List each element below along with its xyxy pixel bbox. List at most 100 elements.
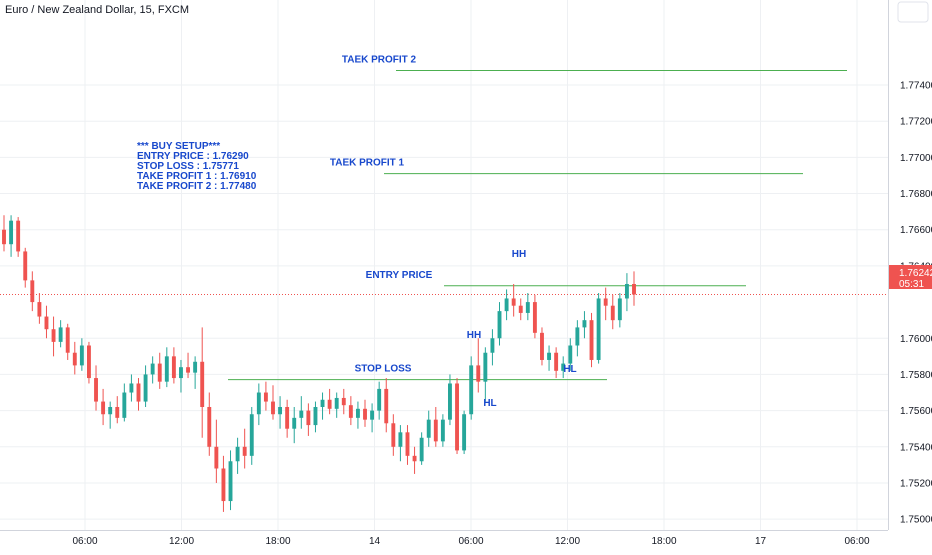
candle-body [596,298,601,360]
candle-body [632,283,636,295]
candle-body [582,320,587,328]
candle-body [30,280,35,303]
candle-body [228,461,233,502]
candle-body [532,302,537,333]
candle-body [271,401,275,415]
candle-body [16,220,21,252]
setup-line-4: TAKE PROFIT 1 : 1.76910 [137,171,257,182]
candle-body [355,408,360,418]
candle-body [448,383,452,420]
candle-body [313,406,318,426]
candle-body [72,352,77,366]
candle-body [94,378,98,402]
candle-body [497,311,502,339]
candle-body [44,316,49,330]
candle-body [511,298,516,306]
x-tick-label: 12:00 [169,536,194,547]
candle-body [193,361,198,373]
last-price-tag [889,265,932,289]
y-tick-label: 1.75200 [900,478,932,489]
candle-body [58,327,63,342]
candle-body [433,419,438,442]
candle-body [143,374,148,402]
candle-body [207,406,212,447]
candle-body [249,414,254,456]
candle-body [306,410,311,426]
last-price-tag-countdown: 05:31 [899,279,924,290]
y-tick-label: 1.76600 [900,225,932,236]
x-tick-label: 14 [369,536,381,547]
time-axis[interactable]: 06:00 12:00 18:00 14 06:00 12:00 18:00 17 06:00 [72,536,869,547]
candle-body [129,383,134,393]
x-tick-label: 18:00 [265,536,290,547]
candles [2,215,636,512]
candle-body [610,305,615,321]
candle-body [136,383,141,402]
candle-body [9,220,14,245]
candle-body [419,437,424,462]
chart-settings-button[interactable] [897,1,929,23]
y-tick-label: 1.76000 [900,334,932,345]
candle-body [79,345,84,366]
candle-body [108,406,113,415]
candle-body [320,399,325,407]
candle-body [157,363,162,382]
candle-body [525,302,530,313]
swing-label: HL [483,398,496,409]
candle-body [561,363,566,371]
candle-body [440,419,445,442]
setup-line-5: TAKE PROFIT 2 : 1.77480 [137,181,257,192]
y-tick-label: 1.75400 [900,442,932,453]
y-tick-label: 1.77400 [900,81,932,92]
candle-body [256,392,261,415]
x-tick-label: 06:00 [844,536,869,547]
setup-line-1: *** BUY SETUP*** [137,141,220,152]
candle-body [617,298,622,321]
candle-body [504,298,509,312]
candle-body [150,363,155,375]
candle-body [200,361,205,407]
candle-body [341,397,346,406]
candle-body [37,302,42,317]
candle-body [554,352,559,371]
candle-body [122,392,127,418]
candle-body [51,329,56,342]
setup-line-2: ENTRY PRICE : 1.76290 [137,151,249,162]
candle-body [2,229,6,245]
candle-body [476,365,481,382]
candle-body [455,383,459,451]
x-tick-label: 18:00 [651,536,676,547]
swing-label: HH [467,330,481,341]
candle-body [292,417,297,429]
level-label: ENTRY PRICE [366,270,433,281]
level-label: TAEK PROFIT 1 [330,158,405,169]
candle-body [242,446,247,456]
candle-body [426,419,431,438]
x-tick-label: 06:00 [72,536,97,547]
candle-body [624,283,629,299]
setup-line-3: STOP LOSS : 1.75771 [137,161,239,172]
swing-label: HL [563,364,576,375]
y-tick-label: 1.76800 [900,189,932,200]
candle-body [540,332,544,360]
candle-body [405,432,410,456]
price-axis[interactable]: 1.774001.772001.770001.768001.766001.764… [900,81,932,526]
candle-body [575,327,580,346]
x-tick-label: 17 [755,536,767,547]
candle-body [589,320,594,360]
candle-body [490,338,495,353]
level-label: STOP LOSS [355,364,412,375]
swing-label: HH [512,249,526,260]
candle-body [214,446,219,469]
candle-body [278,406,283,415]
y-tick-label: 1.75800 [900,370,932,381]
candle-body [186,367,190,373]
candle-body [547,352,552,360]
candle-body [462,414,467,451]
candle-body [327,399,332,409]
candle-body [363,408,367,420]
symbol-title: Euro / New Zealand Dollar, 15, FXCM [5,4,189,16]
